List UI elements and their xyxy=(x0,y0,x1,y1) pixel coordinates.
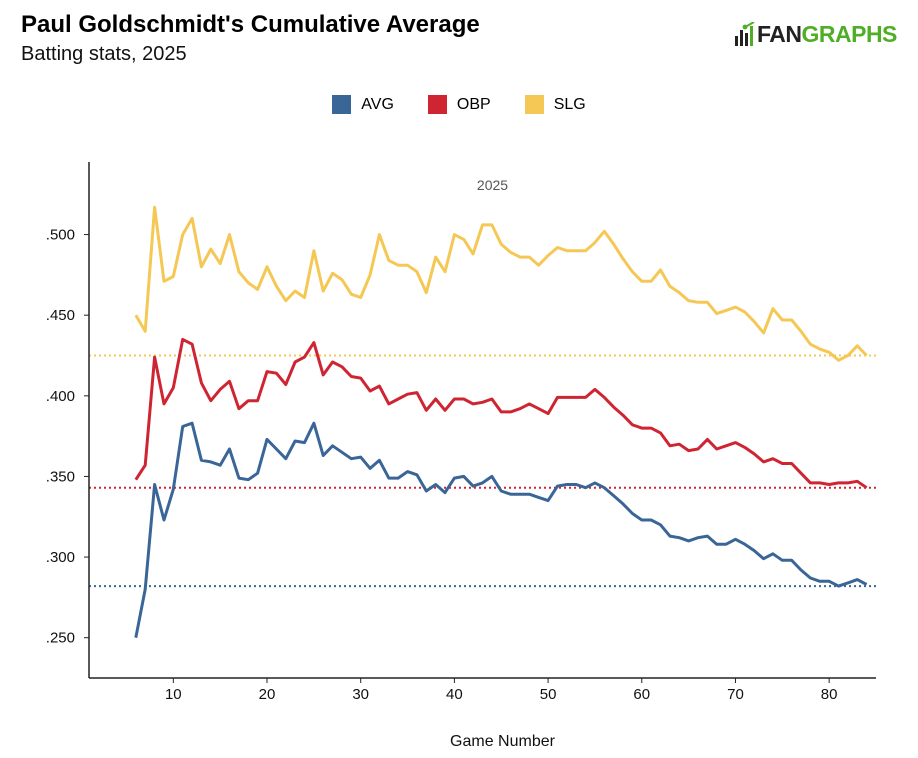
y-tick-label: .350 xyxy=(46,468,75,485)
legend-label-obp: OBP xyxy=(456,95,491,113)
series-line-slg xyxy=(134,205,868,362)
season-annotation: 2025 xyxy=(477,177,508,193)
legend-swatch-slg xyxy=(524,95,544,114)
legend-item-obp[interactable]: OBP xyxy=(427,95,491,114)
x-tick-label: 30 xyxy=(352,686,369,703)
chart-title: Paul Goldschmidt's Cumulative Average xyxy=(21,11,480,38)
y-tick-label: .400 xyxy=(46,388,75,405)
y-tick-label: .300 xyxy=(46,549,75,566)
x-axis-title: Game Number xyxy=(450,733,556,750)
fangraphs-logo[interactable]: FAN GRAPHS xyxy=(733,21,897,47)
x-tick-label: 40 xyxy=(446,686,463,703)
legend-swatch-avg xyxy=(332,95,352,114)
chart-axes xyxy=(84,162,876,683)
series-lines xyxy=(134,205,868,638)
x-tick-label: 50 xyxy=(540,686,557,703)
legend-label-slg: SLG xyxy=(553,95,586,113)
legend-item-slg[interactable]: SLG xyxy=(524,95,586,114)
series-line-avg xyxy=(134,421,868,638)
legend-item-avg[interactable]: AVG xyxy=(332,95,394,114)
y-tick-label: .500 xyxy=(46,227,75,244)
y-tick-label: .450 xyxy=(46,307,75,324)
logo-text-fan: FAN xyxy=(757,20,802,47)
tick-labels: 10 20 30 40 50 60 70 80 .250 .300 .350 .400 .450 .500 xyxy=(46,227,838,703)
x-tick-label: 80 xyxy=(821,686,838,703)
logo-text-graphs: GRAPHS xyxy=(801,20,898,47)
x-tick-label: 60 xyxy=(633,686,650,703)
legend-label-avg: AVG xyxy=(361,95,394,113)
season-average-lines xyxy=(89,354,876,588)
x-tick-label: 70 xyxy=(727,686,744,703)
x-tick-label: 10 xyxy=(165,686,182,703)
chart-legend: AVG OBP SLG xyxy=(0,95,918,114)
y-tick-label: .250 xyxy=(46,630,75,647)
legend-swatch-obp xyxy=(427,95,447,114)
batter-icon xyxy=(735,22,755,46)
x-tick-label: 20 xyxy=(259,686,276,703)
chart-subtitle: Batting stats, 2025 xyxy=(21,43,187,65)
series-line-obp xyxy=(134,337,868,489)
